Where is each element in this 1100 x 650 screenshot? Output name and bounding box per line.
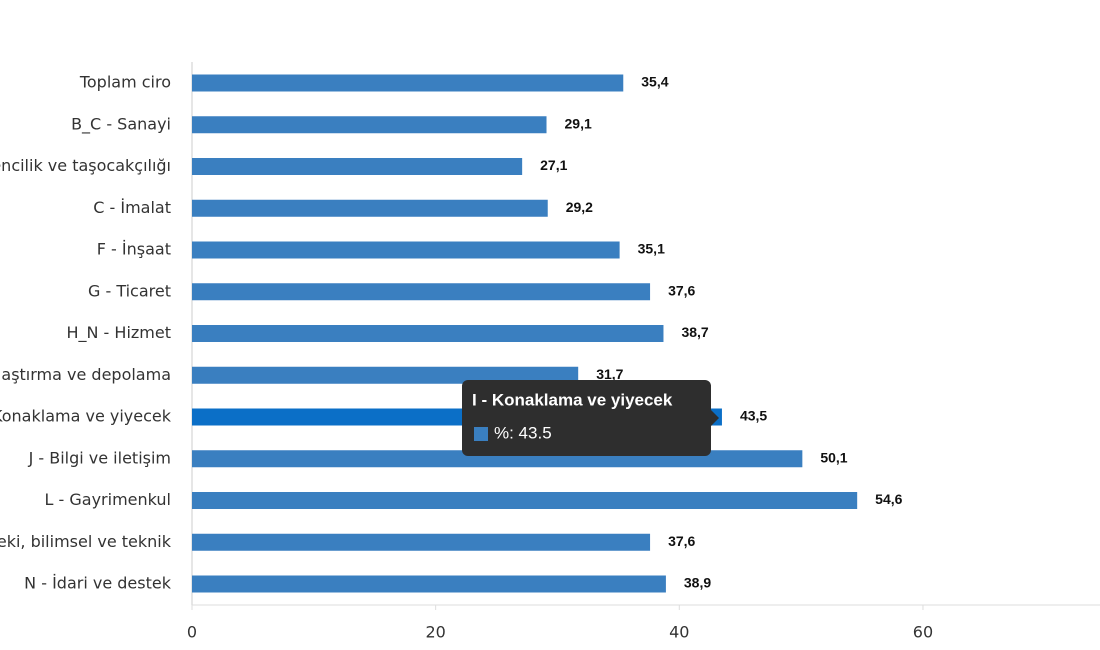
tooltip-swatch	[474, 427, 488, 441]
bar	[192, 492, 858, 509]
value-label: 35,4	[641, 74, 668, 90]
bar	[192, 116, 547, 134]
category-label: L - Gayrimenkul	[45, 490, 171, 509]
category-label: J - Bilgi ve iletişim	[28, 448, 171, 467]
value-label: 54,6	[875, 491, 902, 507]
category-label: encilik ve taşocakçılığı	[0, 156, 171, 175]
value-label: 35,1	[638, 241, 665, 257]
x-tick-label: 40	[669, 623, 689, 642]
tooltip-box	[462, 380, 711, 456]
category-label: laştırma ve depolama	[0, 365, 171, 384]
bar	[192, 241, 620, 259]
category-label: Konaklama ve yiyecek	[0, 407, 172, 426]
x-tick-label: 0	[187, 623, 197, 642]
value-label: 29,2	[566, 199, 593, 215]
tooltip: I - Konaklama ve yiyecek %: 43.5	[462, 380, 719, 456]
value-label: 38,7	[681, 324, 708, 340]
bar	[192, 366, 579, 384]
bar	[192, 158, 523, 175]
category-label: C - İmalat	[93, 198, 171, 217]
value-label: 38,9	[684, 575, 711, 591]
value-label: 50,1	[820, 449, 847, 465]
value-label: 29,1	[565, 115, 592, 131]
tooltip-label: %: 43.5	[494, 423, 552, 442]
bar	[192, 74, 624, 92]
bars: 0 20 40 60 Toplam ciro 35,4 B_C - Sanayi 29,1 en…	[0, 73, 933, 642]
category-label: B_C - Sanayi	[71, 114, 171, 134]
category-label: N - İdari ve destek	[24, 574, 172, 593]
bar	[192, 533, 651, 551]
tooltip-title: I - Konaklama ve yiyecek	[472, 390, 673, 409]
value-label: 43,5	[740, 408, 767, 424]
bar	[192, 283, 651, 301]
bar	[192, 575, 666, 593]
value-label: 37,6	[668, 282, 695, 298]
x-tick-label: 60	[913, 623, 933, 642]
bar	[192, 199, 548, 217]
value-label: 31,7	[596, 366, 623, 382]
category-label: F - İnşaat	[97, 240, 171, 259]
x-tick-label: 20	[425, 623, 445, 642]
category-label: H_N - Hizmet	[66, 323, 171, 343]
category-label: Toplam ciro	[79, 73, 171, 92]
category-label: eki, bilimsel ve teknik	[0, 532, 172, 551]
tooltip-arrow	[711, 410, 719, 426]
bar	[192, 325, 664, 342]
value-label: 27,1	[540, 157, 567, 173]
value-label: 37,6	[668, 533, 695, 549]
category-label: G - Ticaret	[88, 281, 171, 300]
